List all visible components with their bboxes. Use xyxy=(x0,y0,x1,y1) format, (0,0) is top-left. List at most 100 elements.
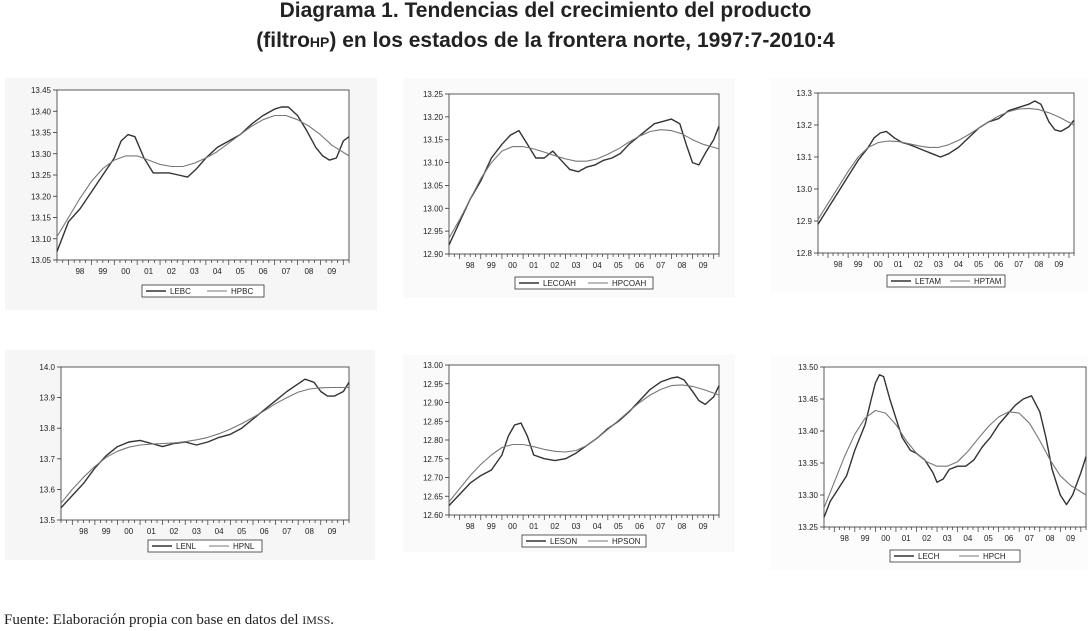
title-line2-prefix: (filtro xyxy=(256,29,310,52)
y-tick-label: 12.70 xyxy=(423,474,444,483)
title-line2-rest: ) en los estados de la frontera norte, 1… xyxy=(329,29,835,52)
y-tick-label: 13.35 xyxy=(31,129,52,138)
y-tick-label: 12.80 xyxy=(423,436,444,445)
legend-label: LECH xyxy=(918,552,940,561)
legend-box xyxy=(514,276,654,290)
x-tick-label: 05 xyxy=(237,527,246,536)
chart-son: 12.60 12.65 12.70 12.75 12.80 12.85 12.90 12.95… xyxy=(423,361,720,548)
y-tick-label: 13.0 xyxy=(796,185,812,194)
x-tick-label: 08 xyxy=(305,527,314,536)
series-line-hpcoah xyxy=(448,129,720,239)
legend-box xyxy=(147,539,263,553)
x-tick-label: 02 xyxy=(169,527,178,536)
plot-frame xyxy=(448,364,720,516)
x-tick-label: 08 xyxy=(1046,534,1055,543)
x-tick-label: 02 xyxy=(550,261,559,270)
y-tick-label: 13.20 xyxy=(423,113,444,122)
x-tick-label: 00 xyxy=(124,527,133,536)
source-small: IMSS xyxy=(302,613,331,627)
y-tick-label: 13.2 xyxy=(796,121,812,130)
x-tick-label: 05 xyxy=(614,261,623,270)
y-tick-label: 12.60 xyxy=(423,511,444,520)
y-tick-label: 12.90 xyxy=(423,250,444,259)
source-prefix: Fuente: Elaboración propia con base en d… xyxy=(4,612,303,628)
plot-frame xyxy=(823,366,1087,528)
x-tick-label: 07 xyxy=(656,261,665,270)
x-tick-label: 09 xyxy=(327,267,336,276)
series-line-hpbc xyxy=(56,114,350,237)
x-tick-label: 01 xyxy=(529,261,538,270)
chart-title-line1: Diagrama 1. Tendencias del crecimiento d… xyxy=(279,0,812,22)
x-tick-label: 98 xyxy=(466,261,475,270)
x-tick-label: 03 xyxy=(192,527,201,536)
x-tick-label: 09 xyxy=(328,527,337,536)
chart-ch: 13.25 13.30 13.35 13.40 13.45 13.50 98 99 00 01 02… xyxy=(798,363,1087,563)
x-tick-label: 07 xyxy=(1014,260,1023,269)
series-line-hpnl xyxy=(60,386,349,504)
title-line2-small: HP xyxy=(309,34,330,50)
chart-tam: 12.8 12.9 13.0 13.1 13.2 13.3 98 99 00 01 02 03 04 05… xyxy=(796,89,1075,288)
x-tick-label: 08 xyxy=(677,522,686,531)
x-tick-label: 07 xyxy=(282,527,291,536)
panel-ch: 13.25 13.30 13.35 13.40 13.45 13.50 98 99 00 01 02… xyxy=(770,355,1088,570)
chart-title-line2: (filtroHP) en los estados de la frontera… xyxy=(0,29,1091,53)
panel-son: 12.60 12.65 12.70 12.75 12.80 12.85 12.90 12.95… xyxy=(403,355,735,552)
chart-coah: 12.90 12.95 13.00 13.05 13.10 13.15 13.20 13.25… xyxy=(423,90,720,290)
legend-label: HPNL xyxy=(233,542,255,551)
x-tick-label: 98 xyxy=(79,527,88,536)
legend-label: LETAM xyxy=(915,277,941,286)
x-tick-label: 09 xyxy=(699,261,708,270)
legend-label: HPCOAH xyxy=(612,279,646,288)
y-tick-label: 12.95 xyxy=(423,227,444,236)
source-note: Fuente: Elaboración propia con base en d… xyxy=(4,612,334,629)
x-tick-label: 03 xyxy=(934,260,943,269)
legend-label: LENL xyxy=(176,542,197,551)
legend-label: LECOAH xyxy=(543,279,576,288)
x-tick-label: 09 xyxy=(699,522,708,531)
source-suffix: . xyxy=(330,612,335,628)
x-tick-label: 04 xyxy=(213,267,222,276)
legend-label: LESON xyxy=(550,537,577,546)
y-tick-label: 13.45 xyxy=(31,86,52,95)
x-tick-label: 99 xyxy=(487,522,496,531)
x-tick-label: 03 xyxy=(572,522,581,531)
y-tick-label: 13.25 xyxy=(423,90,444,99)
y-tick-label: 13.1 xyxy=(796,153,812,162)
y-tick-label: 13.10 xyxy=(423,159,444,168)
x-tick-label: 09 xyxy=(1054,260,1063,269)
y-tick-label: 12.8 xyxy=(796,249,812,258)
y-tick-label: 12.75 xyxy=(423,455,444,464)
series-line-hpson xyxy=(448,384,720,503)
y-tick-label: 12.9 xyxy=(796,217,812,226)
x-tick-label: 05 xyxy=(614,522,623,531)
x-tick-label: 99 xyxy=(861,534,870,543)
y-tick-label: 13.6 xyxy=(39,485,55,494)
x-tick-label: 98 xyxy=(75,267,84,276)
series-line-lecoah xyxy=(448,118,720,246)
x-tick-label: 04 xyxy=(593,261,602,270)
x-tick-label: 06 xyxy=(994,260,1003,269)
x-tick-label: 06 xyxy=(1004,534,1013,543)
x-tick-label: 08 xyxy=(677,261,686,270)
x-tick-label: 06 xyxy=(635,261,644,270)
y-tick-label: 13.05 xyxy=(423,181,444,190)
x-tick-label: 00 xyxy=(881,534,890,543)
y-tick-label: 12.65 xyxy=(423,492,444,501)
y-tick-label: 13.25 xyxy=(31,171,52,180)
plot-frame xyxy=(817,92,1075,254)
legend-label: HPSON xyxy=(612,537,641,546)
x-tick-label: 98 xyxy=(840,534,849,543)
x-tick-label: 05 xyxy=(974,260,983,269)
panel-coah: 12.90 12.95 13.00 13.05 13.10 13.15 13.20 13.25… xyxy=(403,78,735,298)
x-tick-label: 02 xyxy=(922,534,931,543)
x-tick-label: 01 xyxy=(529,522,538,531)
y-tick-label: 13.15 xyxy=(423,136,444,145)
plot-frame xyxy=(448,93,720,255)
x-tick-label: 01 xyxy=(144,267,153,276)
y-tick-label: 12.90 xyxy=(423,399,444,408)
series-line-letam xyxy=(817,100,1075,225)
y-tick-label: 13.25 xyxy=(798,523,819,532)
legend-label: LEBC xyxy=(170,287,191,296)
y-tick-label: 13.9 xyxy=(39,394,55,403)
y-tick-label: 13.15 xyxy=(31,214,52,223)
